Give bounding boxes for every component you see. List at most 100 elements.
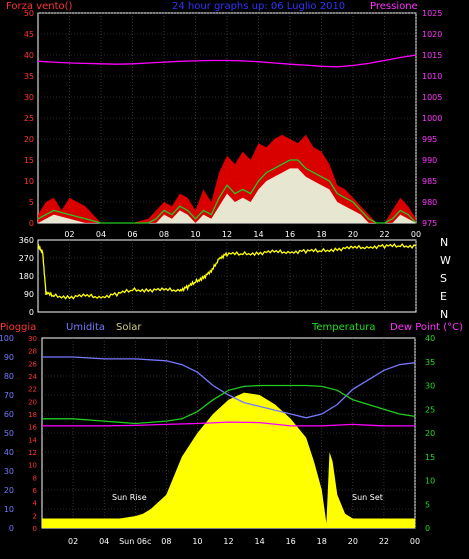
humidity-tick: 20 bbox=[4, 486, 14, 495]
time-tick-labels: 02 04 Sun 06c 08 10 12 14 16 18 20 22 00 bbox=[68, 537, 420, 546]
wind-lull-area bbox=[38, 168, 416, 223]
rain-tick: 30 bbox=[28, 335, 37, 343]
pressure-tick: 980 bbox=[422, 198, 437, 207]
temperature-tick: 20 bbox=[425, 429, 435, 438]
rain-tick: 8 bbox=[33, 474, 37, 482]
rain-tick: 18 bbox=[28, 411, 37, 419]
temperature-tick: 35 bbox=[425, 358, 435, 367]
pressure-line bbox=[37, 54, 417, 68]
compass-label: W bbox=[440, 254, 451, 267]
temperature-tick: 15 bbox=[425, 453, 435, 462]
time-tick: Sun 06c bbox=[119, 537, 151, 546]
wind-force-tick: 30 bbox=[24, 93, 34, 102]
humidity-tick: 100 bbox=[0, 334, 14, 343]
rain-tick: 14 bbox=[28, 436, 37, 444]
compass-label: N bbox=[440, 308, 448, 321]
time-tick: 02 bbox=[68, 537, 78, 546]
humidity-tick: 50 bbox=[4, 429, 14, 438]
temperature-tick: 25 bbox=[425, 405, 435, 414]
time-tick: 14 bbox=[253, 230, 263, 239]
pressure-tick: 995 bbox=[422, 135, 437, 144]
wind-direction-line bbox=[37, 243, 417, 300]
wind-force-tick: 15 bbox=[24, 156, 34, 165]
compass-label: N bbox=[440, 236, 448, 249]
solar-area bbox=[42, 392, 415, 528]
time-tick: 14 bbox=[254, 537, 264, 546]
pressure-tick: 1025 bbox=[422, 9, 442, 18]
time-tick: 10 bbox=[192, 537, 202, 546]
pressure-tick-labels: 975 980 985 990 995 1000 1005 1010 1015 1020 1025 bbox=[422, 9, 442, 228]
rain-tick: 2 bbox=[33, 512, 37, 520]
pressure-tick: 1020 bbox=[422, 30, 442, 39]
solar-legend-label: Solar bbox=[116, 322, 142, 333]
time-tick: 08 bbox=[161, 537, 171, 546]
temperature-tick: 10 bbox=[425, 477, 435, 486]
pressure-tick: 990 bbox=[422, 156, 437, 165]
direction-degree-tick: 0 bbox=[29, 308, 34, 317]
temperature-legend-label: Temperatura bbox=[311, 322, 376, 333]
wind-force-tick: 40 bbox=[24, 51, 34, 60]
wind-direction-series bbox=[37, 243, 417, 300]
rain-legend-label: Pioggia bbox=[0, 322, 36, 333]
rain-tick: 16 bbox=[28, 424, 37, 432]
time-tick: 02 bbox=[64, 230, 74, 239]
time-tick: 18 bbox=[316, 230, 326, 239]
dew-point-legend-label: Dew Point (°C) bbox=[390, 322, 463, 333]
wind-time-tick-labels: 02 04 06 08 10 12 14 16 18 20 22 00 bbox=[64, 230, 421, 239]
rain-tick: 20 bbox=[28, 398, 37, 406]
temperatura-line bbox=[42, 384, 416, 425]
wind-direction-degree-labels: 0 90 180 270 360 bbox=[19, 236, 34, 317]
dew-point-line bbox=[42, 421, 415, 427]
sun-rise-label: Sun Rise bbox=[112, 493, 147, 502]
wind-force-tick: 45 bbox=[24, 30, 34, 39]
time-tick: 10 bbox=[190, 230, 200, 239]
pressure-tick: 975 bbox=[422, 219, 437, 228]
umidita-line bbox=[42, 356, 416, 419]
wind-average-line bbox=[37, 159, 417, 224]
wind-force-tick: 50 bbox=[24, 9, 34, 18]
wind-pressure-series bbox=[37, 54, 417, 224]
temperature-tick: 0 bbox=[425, 524, 430, 533]
pressure-tick: 985 bbox=[422, 177, 437, 186]
time-tick: 00 bbox=[411, 230, 421, 239]
time-tick: 20 bbox=[348, 537, 358, 546]
time-tick: 04 bbox=[99, 537, 109, 546]
wind-force-tick: 0 bbox=[29, 219, 34, 228]
humidity-tick: 10 bbox=[4, 505, 14, 514]
time-tick: 00 bbox=[410, 537, 420, 546]
pressure-tick: 1015 bbox=[422, 51, 442, 60]
solar-area-fill bbox=[42, 392, 415, 528]
chart-title: 24 hour graphs up: 06 Luglio 2010 bbox=[172, 1, 345, 12]
wind-force-axis-title: Forza vento() bbox=[6, 1, 73, 12]
pressure-tick: 1010 bbox=[422, 72, 442, 81]
temperature-tick: 30 bbox=[425, 382, 435, 391]
rain-tick: 28 bbox=[28, 348, 37, 356]
pressure-axis-title: Pressione bbox=[370, 1, 418, 12]
sun-set-label: Sun Set bbox=[352, 493, 383, 502]
time-tick: 20 bbox=[348, 230, 358, 239]
rain-tick: 10 bbox=[28, 462, 37, 470]
time-tick: 16 bbox=[285, 230, 295, 239]
wind-force-tick: 20 bbox=[24, 135, 34, 144]
pressure-tick: 1005 bbox=[422, 93, 442, 102]
humidity-tick: 30 bbox=[4, 467, 14, 476]
humidity-tick-labels: 0 10 20 30 40 50 60 70 80 90 100 bbox=[0, 334, 14, 533]
time-tick: 22 bbox=[379, 537, 389, 546]
humidity-tick: 80 bbox=[4, 372, 14, 381]
wind-force-tick: 10 bbox=[24, 177, 34, 186]
time-tick: 12 bbox=[222, 230, 232, 239]
time-tick: 16 bbox=[286, 537, 296, 546]
direction-degree-tick: 90 bbox=[24, 290, 34, 299]
time-tick: 18 bbox=[317, 537, 327, 546]
time-tick: 06 bbox=[127, 230, 137, 239]
rain-tick: 22 bbox=[28, 386, 37, 394]
compass-label: E bbox=[440, 290, 447, 303]
time-tick: 12 bbox=[223, 537, 233, 546]
humidity-tick: 60 bbox=[4, 410, 14, 419]
